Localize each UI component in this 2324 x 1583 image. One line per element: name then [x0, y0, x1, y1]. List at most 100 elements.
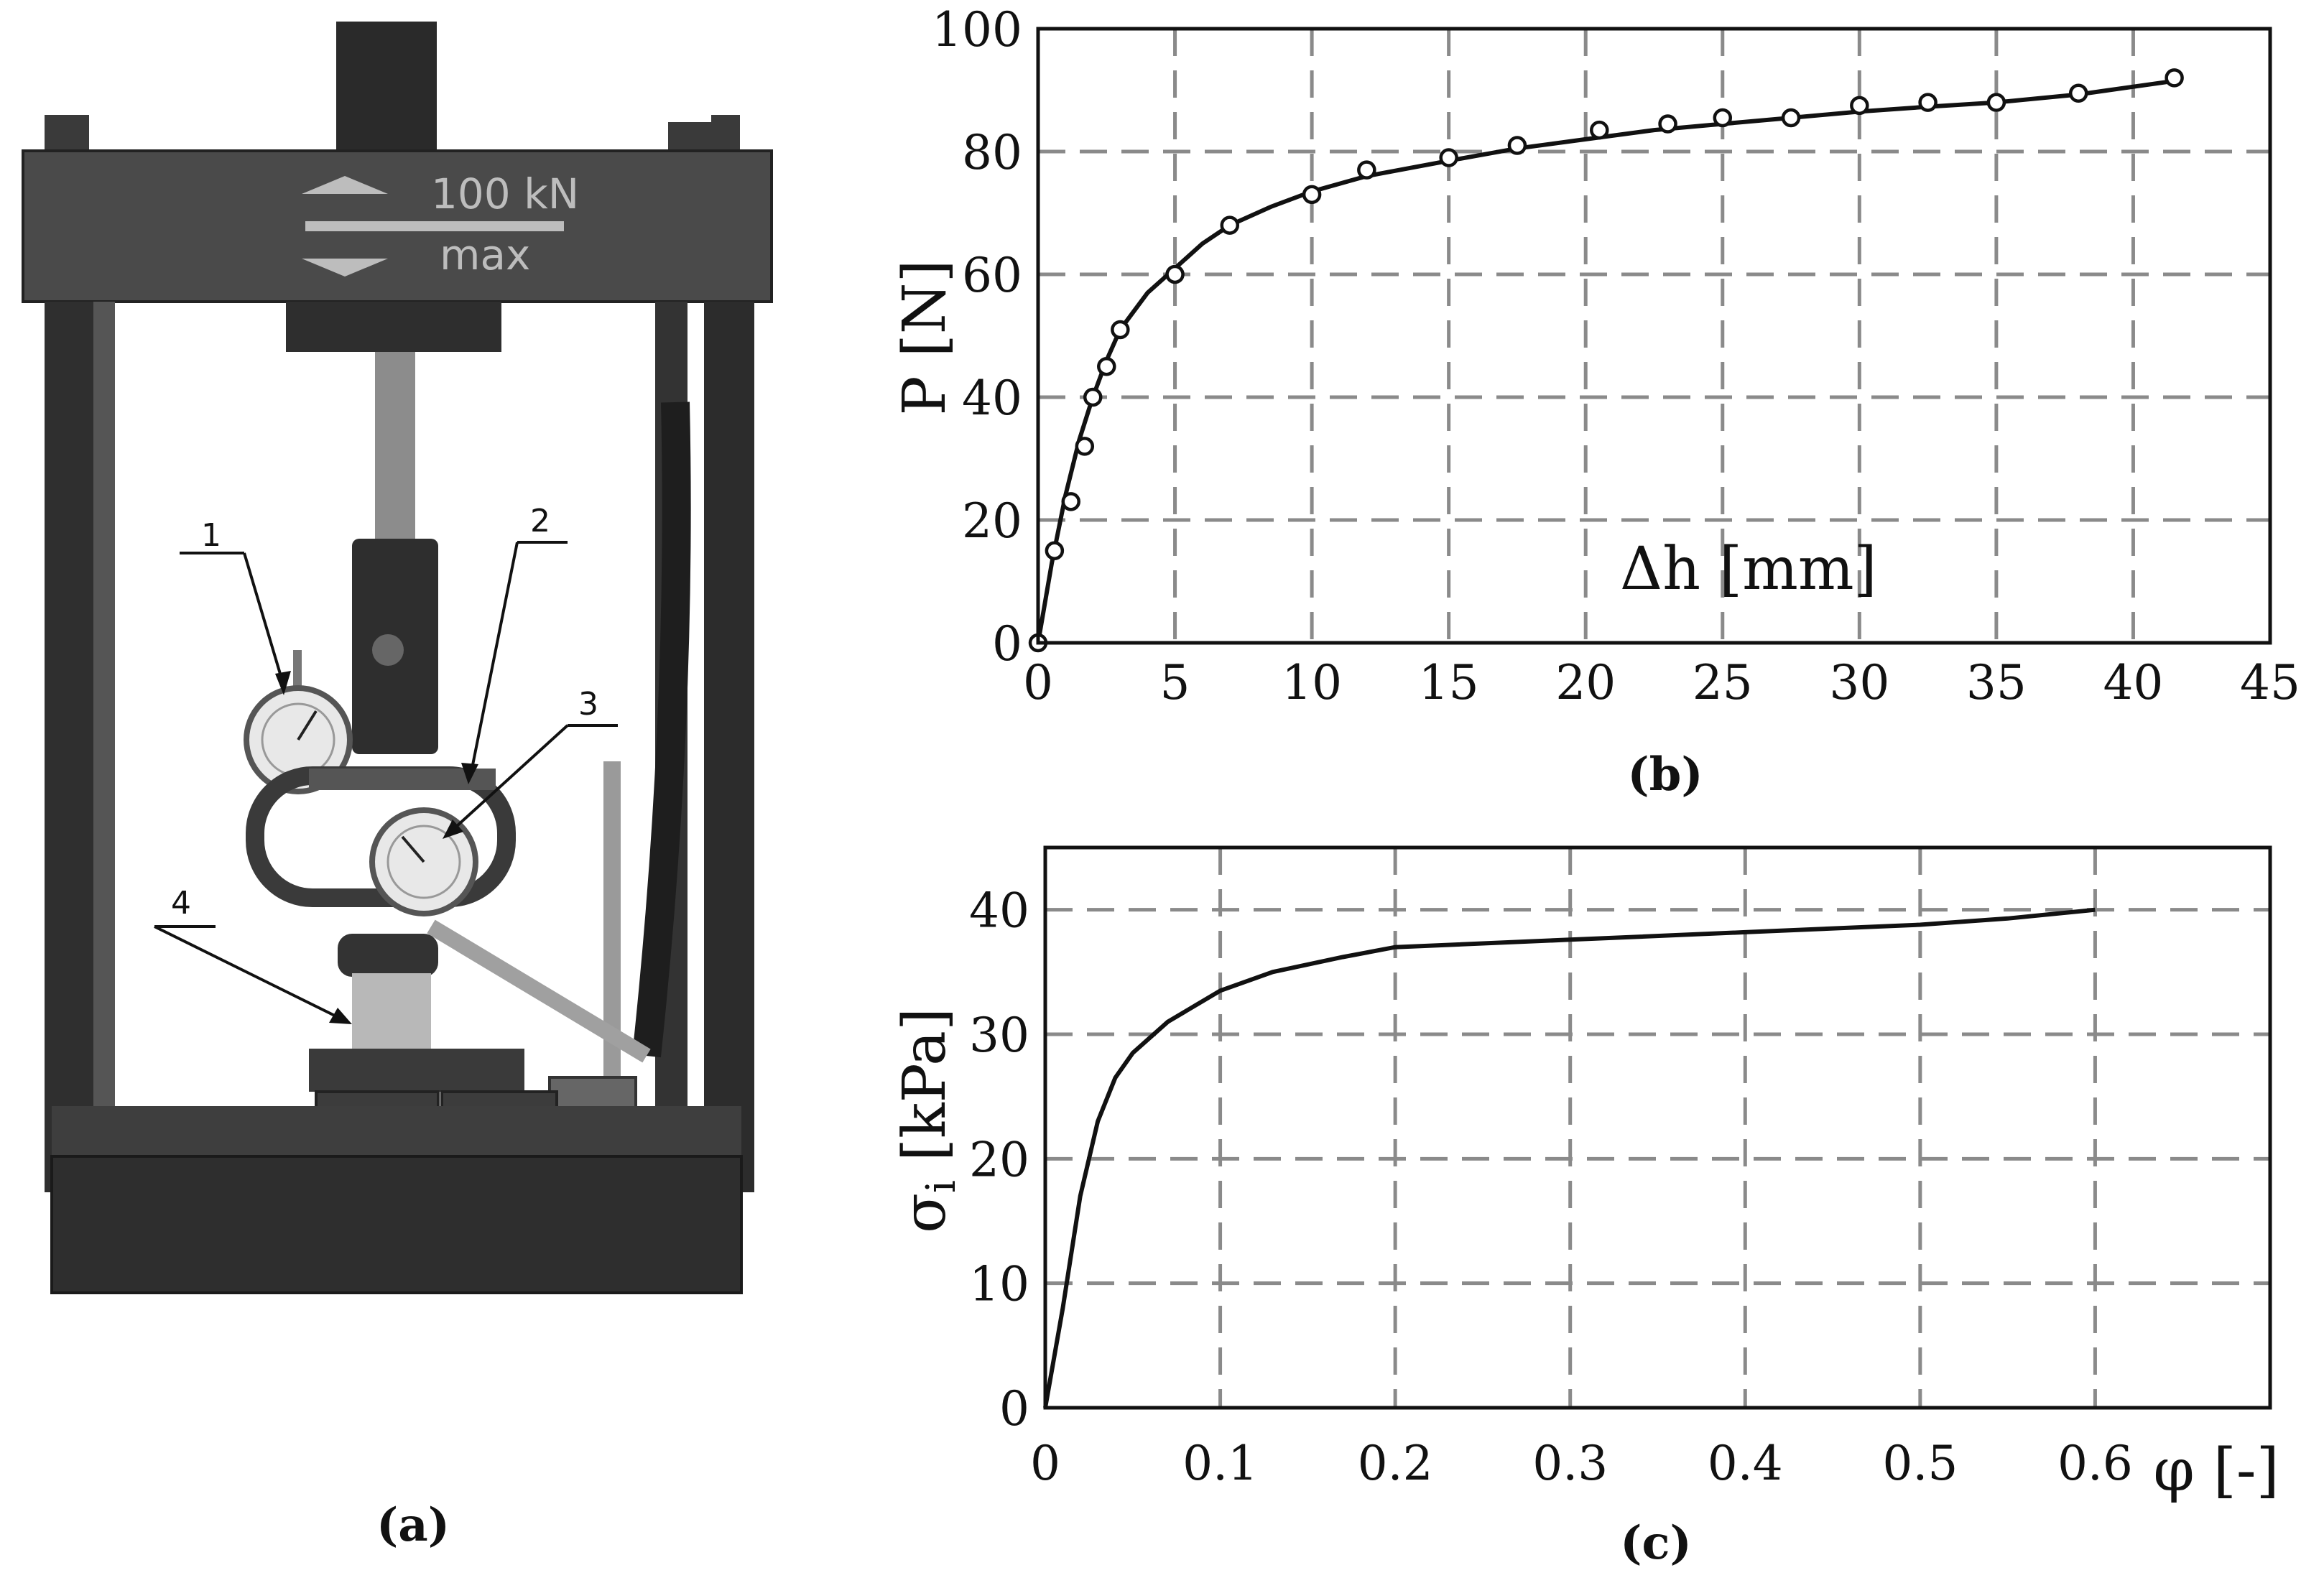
chart-b-y-tick-label: 80 [962, 125, 1022, 180]
panel-label-b: (b) [1627, 748, 1703, 802]
chart-b-x-tick-label: 25 [1693, 655, 1753, 710]
chart-c-y-tick-label: 0 [999, 1381, 1029, 1436]
callout-1: 1 [180, 517, 291, 695]
chart-c-x-label: φ [-] [2153, 1436, 2279, 1505]
chart-b-data-point [1439, 148, 1458, 167]
chart-c-y-label-sub: i [918, 1180, 965, 1193]
top-beam [22, 149, 773, 303]
column-left-2 [93, 302, 115, 1192]
callout-4: 4 [154, 885, 352, 1024]
chart-b-data-point [1220, 215, 1240, 235]
chart-b-data-point [1165, 264, 1185, 284]
dial-gauge-1 [244, 650, 353, 794]
callout-2: 2 [461, 503, 568, 784]
chart-b-x-tick-label: 0 [1023, 655, 1053, 710]
chart-c-x-tick-label: 0.6 [2057, 1436, 2133, 1491]
chart-c-grid [1045, 848, 2270, 1408]
chart-c-y-tick-label: 10 [969, 1257, 1029, 1312]
chart-b-data-point [2165, 68, 2184, 88]
beam-block [286, 302, 501, 352]
chart-b-x-tick-label: 5 [1160, 655, 1190, 710]
chart-c-y-label-unit: [kPa] [891, 1008, 959, 1180]
chart-b-data-point [1302, 185, 1322, 205]
chart-b-grid [1038, 29, 2270, 643]
chart-c-y-label-main: σ [891, 1193, 959, 1233]
chart-b-y-tick-label: 100 [932, 2, 1022, 57]
chart-b-y-tick-label: 40 [962, 371, 1022, 426]
specimen-cap [338, 934, 438, 977]
callout-4-label: 4 [171, 885, 191, 922]
chart-b-data-point [1850, 96, 1869, 116]
chart-b-data-point [1713, 108, 1733, 128]
chart-b-x-tick-label: 45 [2240, 655, 2300, 710]
callout-1-label: 1 [201, 517, 221, 554]
chart-b-data-point [1507, 136, 1527, 155]
plate-text-load: 100 kN [431, 170, 579, 218]
chart-b-data-point [1083, 387, 1103, 407]
stand-arm [427, 919, 651, 1063]
chart-c-frame [1043, 845, 2272, 1410]
chart-c-x-tick-label: 0.3 [1532, 1436, 1608, 1491]
chart-b-data-points [1028, 68, 2184, 653]
chart-c-y-tick-label: 20 [969, 1132, 1029, 1187]
chart-c-x-tick-label: 0.5 [1882, 1436, 1958, 1491]
chart-c: 0 0.1 0.2 0.3 0.4 0.5 0.6 0 10 20 30 40 φ [-] σi [… [891, 845, 2279, 1570]
piston-bolt [372, 634, 404, 666]
chart-c-line [1043, 907, 2096, 1408]
chart-b-data-point [1075, 437, 1095, 456]
chart-b-data-point [1111, 320, 1130, 340]
press-photo: 100 kN max [22, 22, 773, 1552]
callout-3-label: 3 [578, 686, 598, 723]
piston-rod [375, 352, 415, 546]
chart-b-x-tick-label: 40 [2103, 655, 2163, 710]
chart-b-data-point [1658, 114, 1677, 134]
chart-b-x-tick-label: 10 [1282, 655, 1342, 710]
chart-b-fit-curve [1036, 78, 2175, 644]
chart-b-data-point [1986, 93, 2006, 112]
chart-b-y-tick-label: 20 [962, 493, 1022, 549]
chart-b-y-ticks: 0 20 40 60 80 100 [932, 2, 1022, 672]
chart-b-y-label: P [N] [891, 260, 959, 416]
chart-b-data-point [1097, 357, 1116, 376]
chart-c-y-tick-label: 40 [969, 883, 1029, 939]
chart-b-data-point [1045, 541, 1065, 560]
plate-text-max: max [440, 231, 530, 279]
chart-c-x-ticks: 0 0.1 0.2 0.3 0.4 0.5 0.6 [1030, 1436, 2133, 1491]
chart-b-data-point [1781, 108, 1801, 128]
chart-c-x-tick-label: 0.2 [1358, 1436, 1433, 1491]
ram-cylinder [336, 22, 437, 158]
table-top [309, 1049, 524, 1092]
chart-b-data-point [1061, 492, 1080, 511]
column-left-1 [45, 302, 96, 1192]
chart-c-y-tick-label: 30 [969, 1008, 1029, 1063]
panel-label-c: (c) [1620, 1516, 1692, 1570]
chart-c-x-tick-label: 0 [1030, 1436, 1060, 1491]
chart-b-x-ticks: 0 5 10 15 20 25 30 35 40 45 [1023, 655, 2300, 710]
chart-b-y-tick-label: 60 [962, 248, 1022, 303]
chart-b-data-point [1357, 160, 1376, 180]
chart-b-data-point [1590, 120, 1609, 140]
chart-c-x-tick-label: 0.1 [1182, 1436, 1258, 1491]
chart-c-x-tick-label: 0.4 [1708, 1436, 1783, 1491]
hydraulic-hose [632, 401, 691, 1058]
chart-b-x-tick-label: 35 [1966, 655, 2027, 710]
base-top [52, 1106, 741, 1156]
chart-c-y-ticks: 0 10 20 30 40 [969, 883, 1029, 1436]
chart-b-x-tick-label: 20 [1555, 655, 1616, 710]
base [50, 1155, 743, 1294]
chart-b-x-tick-label: 15 [1419, 655, 1479, 710]
chart-b-data-point [2068, 83, 2088, 103]
panel-label-a: (a) [376, 1498, 450, 1552]
callout-2-label: 2 [530, 503, 550, 539]
dial-gauge-3 [369, 807, 478, 916]
max-load-marking: 100 kN max [302, 170, 579, 279]
chart-b-data-point [1918, 93, 1938, 112]
chart-c-y-label: σi [kPa] [891, 1008, 965, 1233]
chart-b-x-label: Δh [mm] [1620, 535, 1877, 603]
chart-b-x-tick-label: 30 [1829, 655, 1889, 710]
stand-rod [603, 761, 621, 1106]
chart-b-y-tick-label: 0 [992, 616, 1022, 672]
callout-3: 3 [443, 686, 618, 839]
